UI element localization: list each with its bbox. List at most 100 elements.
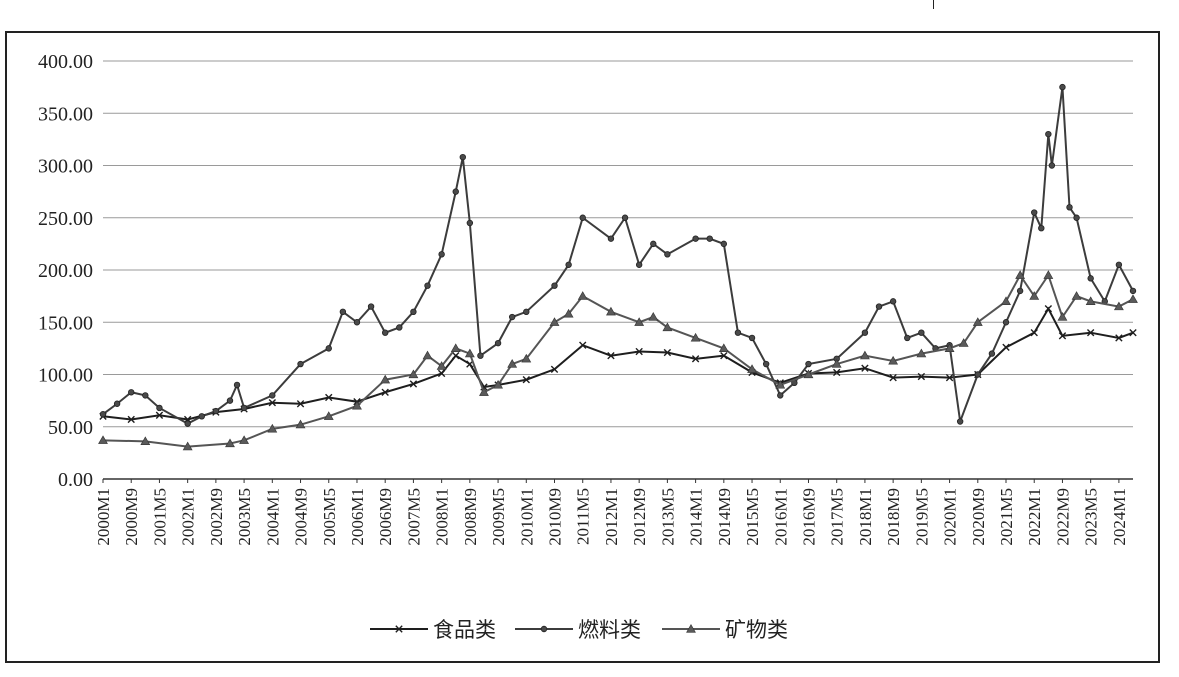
data-point (889, 373, 897, 382)
x-tick-label: 2022M9 (1053, 488, 1072, 546)
x-tick-label: 2002M9 (207, 488, 226, 546)
data-point (464, 348, 475, 358)
x-tick-label: 2008M9 (461, 488, 480, 546)
data-point (450, 343, 461, 352)
data-point (875, 303, 883, 310)
data-point (1001, 296, 1011, 305)
data-point (1073, 214, 1080, 221)
x-tick-label: 2022M1 (1025, 488, 1044, 546)
data-point (690, 332, 701, 342)
y-tick-label: 150.00 (38, 312, 93, 334)
data-point (381, 329, 389, 336)
x-tick-label: 2021M5 (997, 488, 1016, 546)
series-lines (98, 83, 1138, 451)
series-2 (99, 83, 1137, 427)
data-point (734, 329, 742, 336)
data-point (466, 219, 474, 227)
data-point (508, 313, 516, 321)
data-point (579, 214, 586, 221)
data-point (888, 355, 899, 365)
data-point (127, 415, 135, 424)
data-point (577, 291, 588, 300)
data-point (606, 306, 616, 316)
data-point (352, 400, 362, 410)
data-point (1029, 291, 1040, 300)
y-tick-label: 100.00 (38, 365, 93, 387)
x-tick-label: 2003M5 (235, 488, 254, 546)
data-point (1129, 287, 1137, 295)
data-point (436, 361, 447, 370)
x-tick-label: 2024M1 (1110, 488, 1129, 546)
data-point (1030, 329, 1038, 337)
data-point (396, 324, 403, 331)
data-point (720, 351, 728, 360)
data-point (408, 369, 419, 379)
data-point (296, 400, 305, 408)
data-point (240, 404, 248, 412)
data-point (339, 308, 347, 315)
data-point (748, 334, 756, 342)
data-point (1002, 319, 1010, 326)
x-tick-label: 2009M5 (489, 488, 508, 546)
data-point (380, 374, 391, 384)
data-point (367, 303, 375, 310)
data-point (1066, 204, 1073, 211)
data-point (239, 435, 250, 444)
y-tick-label: 50.00 (48, 417, 93, 439)
chart-frame (5, 31, 1160, 663)
data-point (956, 418, 964, 425)
data-point (142, 392, 149, 399)
x-tick-label: 2004M9 (292, 488, 311, 546)
x-tick-label: 2017M5 (828, 488, 847, 546)
x-tick-label: 2011M5 (574, 488, 593, 545)
x-tick-label: 2000M1 (94, 488, 113, 546)
x-tick-label: 2018M9 (884, 488, 903, 546)
data-point (579, 341, 587, 349)
data-point (1044, 304, 1053, 313)
x-tick-label: 2020M9 (969, 488, 988, 546)
data-point (233, 381, 241, 389)
data-point (918, 329, 925, 336)
data-point (1058, 332, 1067, 340)
series-line (102, 272, 1134, 448)
data-point (493, 379, 503, 389)
data-point (1115, 261, 1123, 268)
data-point (718, 343, 729, 352)
data-point (1016, 287, 1024, 295)
data-point (269, 392, 276, 399)
data-point (549, 317, 560, 326)
x-tick-label: 2001M5 (150, 488, 169, 546)
x-tick-label: 2020M1 (941, 488, 960, 546)
legend-label: 食品类 (433, 618, 496, 642)
data-point (777, 392, 784, 399)
legend-entry-2: 燃料类 (515, 618, 641, 642)
y-tick-label: 200.00 (38, 260, 93, 282)
x-tick-label: 2018M1 (856, 488, 875, 546)
x-tick-label: 2006M1 (348, 488, 367, 546)
data-point (1129, 329, 1137, 337)
data-point (494, 339, 502, 347)
data-point (607, 351, 615, 360)
data-point (664, 251, 671, 258)
data-point (831, 359, 842, 368)
data-point (607, 235, 615, 242)
data-point (720, 240, 728, 248)
x-tick-label: 2014M9 (715, 488, 734, 546)
data-point (1031, 209, 1038, 216)
y-axis-ticks: 0.00 50.00 100.00 150.00 200.00 250.00 300.00 3… (38, 51, 93, 491)
data-point (917, 372, 926, 381)
data-point (621, 214, 629, 221)
x-tick-label: 2006M9 (376, 488, 395, 546)
data-point (958, 338, 969, 347)
x-tick-label: 2004M1 (263, 488, 282, 546)
data-point (635, 347, 643, 356)
data-point (1002, 343, 1010, 352)
y-tick-label: 400.00 (38, 51, 93, 73)
data-point (860, 350, 870, 360)
data-point (1085, 296, 1096, 305)
legend-marker (686, 623, 696, 633)
data-point (128, 389, 135, 396)
data-point (1048, 162, 1056, 169)
x-tick-label: 2005M5 (320, 488, 339, 546)
data-point (691, 355, 700, 363)
